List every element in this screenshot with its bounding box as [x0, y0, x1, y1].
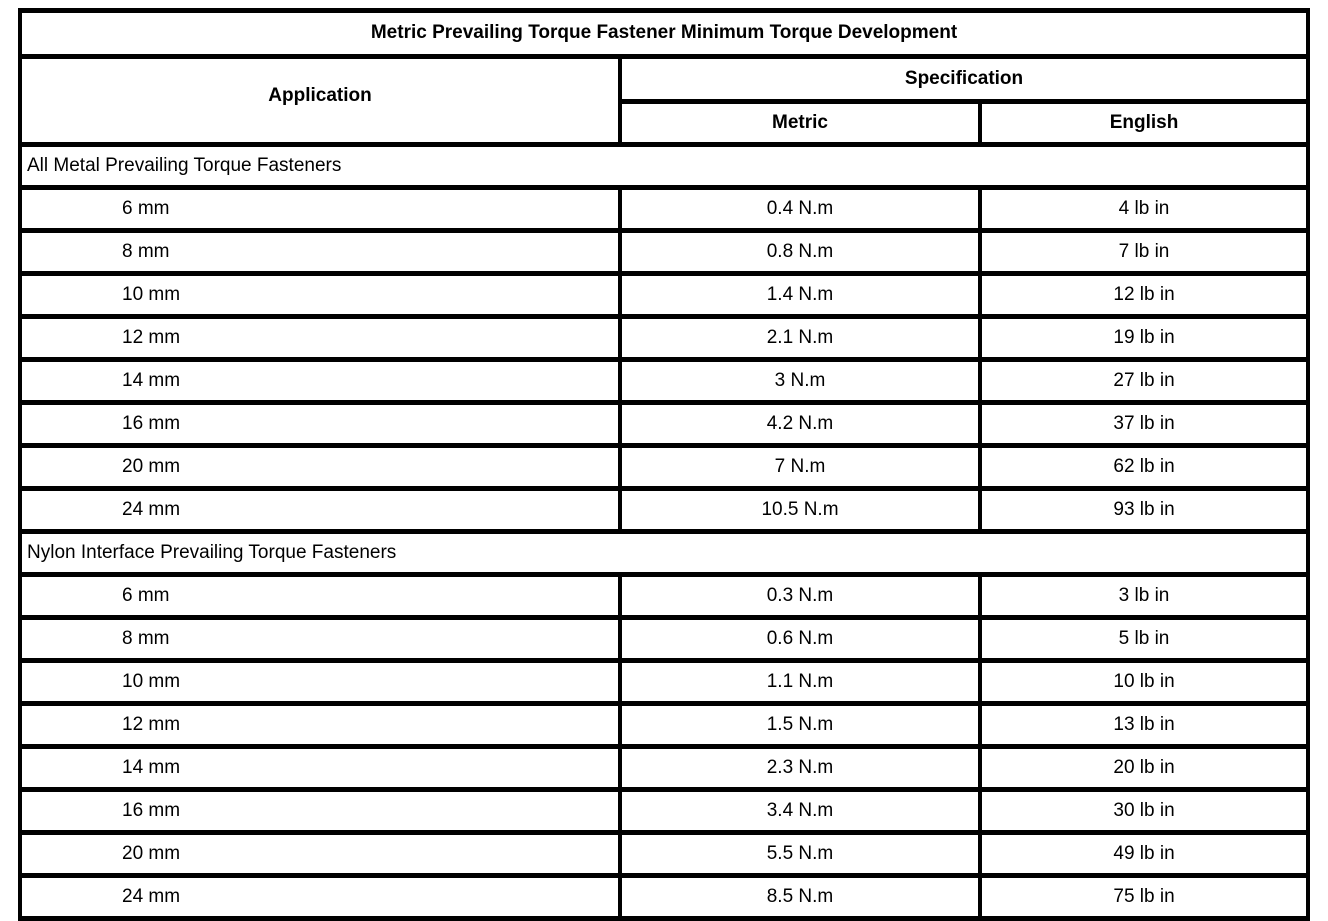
application-cell: 20 mm [18, 443, 622, 491]
english-value-cell: 27 lb in [977, 357, 1311, 405]
header-row-specification: Application Specification [18, 54, 1311, 147]
section-label-all-metal: All Metal Prevailing Torque Fasteners [17, 142, 1311, 190]
english-value-cell: 20 lb in [977, 744, 1311, 792]
table-row: 12 mm 2.1 N.m 19 lb in [18, 314, 1311, 362]
application-cell: 14 mm [18, 357, 622, 405]
metric-value-cell: 2.1 N.m [618, 314, 982, 362]
english-value-cell: 49 lb in [977, 830, 1311, 878]
english-value-cell: 3 lb in [977, 572, 1311, 620]
table-row: 20 mm 5.5 N.m 49 lb in [18, 830, 1311, 878]
metric-value-cell: 3.4 N.m [618, 787, 982, 835]
table-row: 6 mm 0.3 N.m 3 lb in [18, 572, 1311, 620]
application-cell: 6 mm [18, 185, 622, 233]
table-row: 8 mm 0.8 N.m 7 lb in [18, 228, 1311, 276]
metric-value-cell: 0.6 N.m [618, 615, 982, 663]
metric-value-cell: 1.4 N.m [618, 271, 982, 319]
english-value-cell: 75 lb in [977, 873, 1311, 921]
english-value-cell: 12 lb in [977, 271, 1311, 319]
table-row: 16 mm 3.4 N.m 30 lb in [18, 787, 1311, 835]
english-value-cell: 5 lb in [977, 615, 1311, 663]
metric-value-cell: 7 N.m [618, 443, 982, 491]
table-title: Metric Prevailing Torque Fastener Minimu… [17, 8, 1311, 59]
metric-value-cell: 2.3 N.m [618, 744, 982, 792]
table-row: 10 mm 1.1 N.m 10 lb in [18, 658, 1311, 706]
torque-spec-table: Metric Prevailing Torque Fastener Minimu… [17, 8, 1311, 921]
english-value-cell: 10 lb in [977, 658, 1311, 706]
application-cell: 24 mm [18, 873, 622, 921]
table-row: 8 mm 0.6 N.m 5 lb in [18, 615, 1311, 663]
table-row: 14 mm 2.3 N.m 20 lb in [18, 744, 1311, 792]
header-row-units: Metric English [20, 99, 1311, 147]
english-value-cell: 19 lb in [977, 314, 1311, 362]
section-header-row: All Metal Prevailing Torque Fasteners [17, 142, 1311, 190]
column-header-metric: Metric [618, 99, 982, 147]
english-value-cell: 62 lb in [977, 443, 1311, 491]
application-cell: 20 mm [18, 830, 622, 878]
metric-value-cell: 8.5 N.m [618, 873, 982, 921]
metric-value-cell: 3 N.m [618, 357, 982, 405]
metric-value-cell: 1.5 N.m [618, 701, 982, 749]
application-cell: 16 mm [18, 787, 622, 835]
metric-value-cell: 0.8 N.m [618, 228, 982, 276]
metric-value-cell: 10.5 N.m [618, 486, 982, 534]
english-value-cell: 93 lb in [977, 486, 1311, 534]
table-row: 14 mm 3 N.m 27 lb in [18, 357, 1311, 405]
table-row: 12 mm 1.5 N.m 13 lb in [18, 701, 1311, 749]
english-value-cell: 30 lb in [977, 787, 1311, 835]
table-row: 6 mm 0.4 N.m 4 lb in [18, 185, 1311, 233]
metric-value-cell: 0.4 N.m [618, 185, 982, 233]
application-cell: 24 mm [18, 486, 622, 534]
application-cell: 16 mm [18, 400, 622, 448]
title-row: Metric Prevailing Torque Fastener Minimu… [17, 8, 1311, 59]
application-cell: 14 mm [18, 744, 622, 792]
table-row: 20 mm 7 N.m 62 lb in [18, 443, 1311, 491]
column-header-specification: Specification [617, 54, 1311, 104]
application-cell: 6 mm [18, 572, 622, 620]
english-value-cell: 37 lb in [977, 400, 1311, 448]
english-value-cell: 13 lb in [977, 701, 1311, 749]
application-cell: 8 mm [18, 228, 622, 276]
english-value-cell: 7 lb in [977, 228, 1311, 276]
metric-value-cell: 0.3 N.m [618, 572, 982, 620]
column-header-application: Application [18, 54, 622, 147]
table-row: 24 mm 8.5 N.m 75 lb in [18, 873, 1311, 921]
application-cell: 10 mm [18, 271, 622, 319]
table-row: 24 mm 10.5 N.m 93 lb in [18, 486, 1311, 534]
application-cell: 12 mm [18, 314, 622, 362]
table-row: 10 mm 1.4 N.m 12 lb in [18, 271, 1311, 319]
application-cell: 10 mm [18, 658, 622, 706]
metric-value-cell: 5.5 N.m [618, 830, 982, 878]
section-header-row: Nylon Interface Prevailing Torque Fasten… [17, 529, 1311, 577]
metric-value-cell: 1.1 N.m [618, 658, 982, 706]
english-value-cell: 4 lb in [977, 185, 1311, 233]
section-label-nylon-interface: Nylon Interface Prevailing Torque Fasten… [17, 529, 1311, 577]
table-row: 16 mm 4.2 N.m 37 lb in [18, 400, 1311, 448]
metric-value-cell: 4.2 N.m [618, 400, 982, 448]
column-header-english: English [977, 99, 1311, 147]
application-cell: 12 mm [18, 701, 622, 749]
application-cell: 8 mm [18, 615, 622, 663]
